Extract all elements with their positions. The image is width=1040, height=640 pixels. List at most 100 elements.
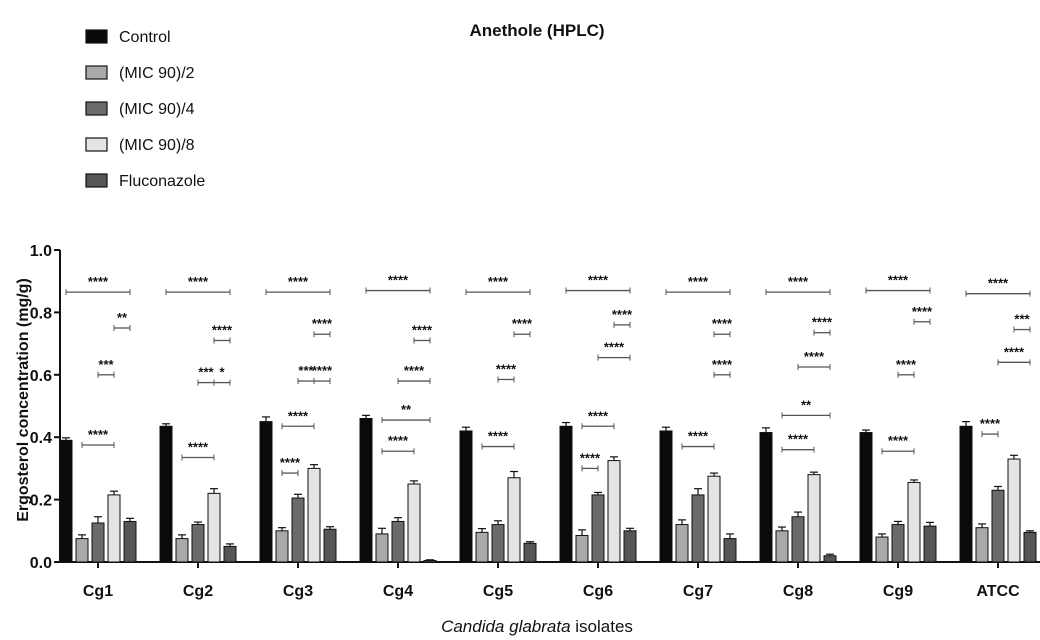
bar-0-6 [659, 430, 673, 563]
bar-2-4 [491, 524, 505, 563]
sig-label-29: **** [688, 274, 709, 289]
sig-label-33: **** [788, 274, 809, 289]
bar-1-0 [75, 538, 89, 563]
sig-label-42: **** [988, 276, 1009, 291]
bar-2-7 [791, 516, 805, 563]
x-axis-label: Candida glabrata isolates [441, 617, 633, 636]
legend-swatch-3 [85, 137, 108, 152]
sig-label-37: **** [788, 432, 809, 447]
bar-2-8 [891, 524, 905, 563]
x-tick-label-5: Cg6 [583, 583, 613, 600]
legend-label-1: (MIC 90)/2 [119, 65, 195, 82]
x-tick-label-9: ATCC [976, 583, 1020, 600]
y-axis-label: Ergosterol concentration (mg/g) [15, 278, 32, 522]
sig-label-6: *** [198, 365, 214, 380]
significance-brackets: ************************ ****************… [65, 273, 1031, 477]
bar-3-2 [307, 467, 321, 563]
sig-label-35: **** [804, 349, 825, 364]
bar-1-7 [775, 530, 789, 563]
sig-label-21: **** [512, 316, 533, 331]
bar-0-8 [859, 432, 873, 563]
x-tick-label-7: Cg8 [783, 583, 813, 600]
legend-swatch-1 [85, 65, 108, 80]
bar-3-7 [807, 474, 821, 563]
legend-swatch-2 [85, 101, 108, 116]
sig-label-32: **** [688, 429, 709, 444]
sig-label-44: **** [1004, 344, 1025, 359]
y-tick-label-4: 0.8 [30, 305, 52, 322]
bar-0-4 [459, 430, 473, 563]
bar-2-6 [691, 494, 705, 563]
bar-1-4 [475, 531, 489, 563]
sig-label-18: ** [401, 402, 412, 417]
x-tick-label-1: Cg2 [183, 583, 213, 600]
sig-label-25: **** [612, 307, 633, 322]
bar-1-6 [675, 524, 689, 563]
sig-label-7: * [219, 365, 225, 380]
sig-label-10: **** [312, 316, 333, 331]
bar-4-2 [323, 528, 337, 563]
legend-label-0: Control [119, 29, 171, 46]
bar-4-9 [1023, 531, 1037, 563]
sig-label-5: **** [212, 322, 233, 337]
sig-label-2: *** [98, 357, 114, 372]
sig-label-3: **** [88, 427, 109, 442]
bar-0-0 [59, 439, 73, 563]
bar-4-5 [623, 530, 637, 563]
bar-2-1 [191, 524, 205, 563]
bar-3-5 [607, 460, 621, 563]
bar-1-3 [375, 533, 389, 563]
legend-label-3: (MIC 90)/8 [119, 137, 195, 154]
bar-1-9 [975, 527, 989, 563]
bar-4-4 [523, 542, 537, 563]
x-tick-label-2: Cg3 [283, 583, 313, 600]
bar-2-2 [291, 497, 305, 563]
bar-1-1 [175, 538, 189, 563]
x-tick-label-4: Cg5 [483, 583, 513, 600]
sig-label-34: **** [812, 315, 833, 330]
y-tick-label-2: 0.4 [30, 430, 52, 447]
sig-label-45: **** [980, 416, 1001, 431]
legend-label-2: (MIC 90)/4 [119, 101, 195, 118]
axes: 0.0 0.2 0.4 0.6 0.8 1.0 Cg1 Cg2 Cg3 Cg4 Cg5 Cg6 Cg7 C… [30, 243, 1040, 600]
legend-swatch-0 [85, 29, 108, 44]
bar-3-4 [507, 477, 521, 563]
y-tick-label-5: 1.0 [30, 243, 52, 260]
x-tick-label-6: Cg7 [683, 583, 713, 600]
legend-swatch-4 [85, 173, 108, 188]
bar-2-0 [91, 522, 105, 563]
sig-label-8: **** [188, 439, 209, 454]
bar-1-5 [575, 534, 589, 563]
sig-label-23: **** [488, 429, 509, 444]
sig-label-36: ** [801, 397, 812, 412]
sig-label-20: **** [488, 274, 509, 289]
bar-0-9 [959, 425, 973, 563]
sig-label-4: **** [188, 274, 209, 289]
x-tick-label-3: Cg4 [383, 583, 413, 600]
x-axis-label-rest: isolates [571, 617, 633, 636]
bar-0-5 [559, 425, 573, 563]
bar-0-1 [159, 425, 173, 563]
sig-label-11: *** [298, 363, 314, 378]
sig-label-16: **** [412, 322, 433, 337]
sig-label-13: **** [288, 408, 309, 423]
sig-label-30: **** [712, 316, 733, 331]
bar-3-0 [107, 494, 121, 563]
bar-0-7 [759, 432, 773, 563]
sig-label-15: **** [388, 273, 409, 288]
legend: Control (MIC 90)/2 (MIC 90)/4 (MIC 90)/8 Flu… [85, 29, 205, 190]
legend-label-4: Fluconazole [119, 173, 205, 190]
sig-label-27: **** [588, 408, 609, 423]
bar-2-3 [391, 520, 405, 563]
bar-3-8 [907, 481, 921, 563]
bar-1-8 [875, 536, 889, 563]
sig-label-43: *** [1014, 312, 1030, 327]
bar-0-3 [359, 417, 373, 563]
sig-label-24: **** [588, 273, 609, 288]
bar-4-3 [423, 559, 437, 563]
x-tick-label-0: Cg1 [83, 583, 113, 600]
bar-3-3 [407, 483, 421, 563]
sig-label-26: **** [604, 340, 625, 355]
sig-label-9: **** [288, 274, 309, 289]
